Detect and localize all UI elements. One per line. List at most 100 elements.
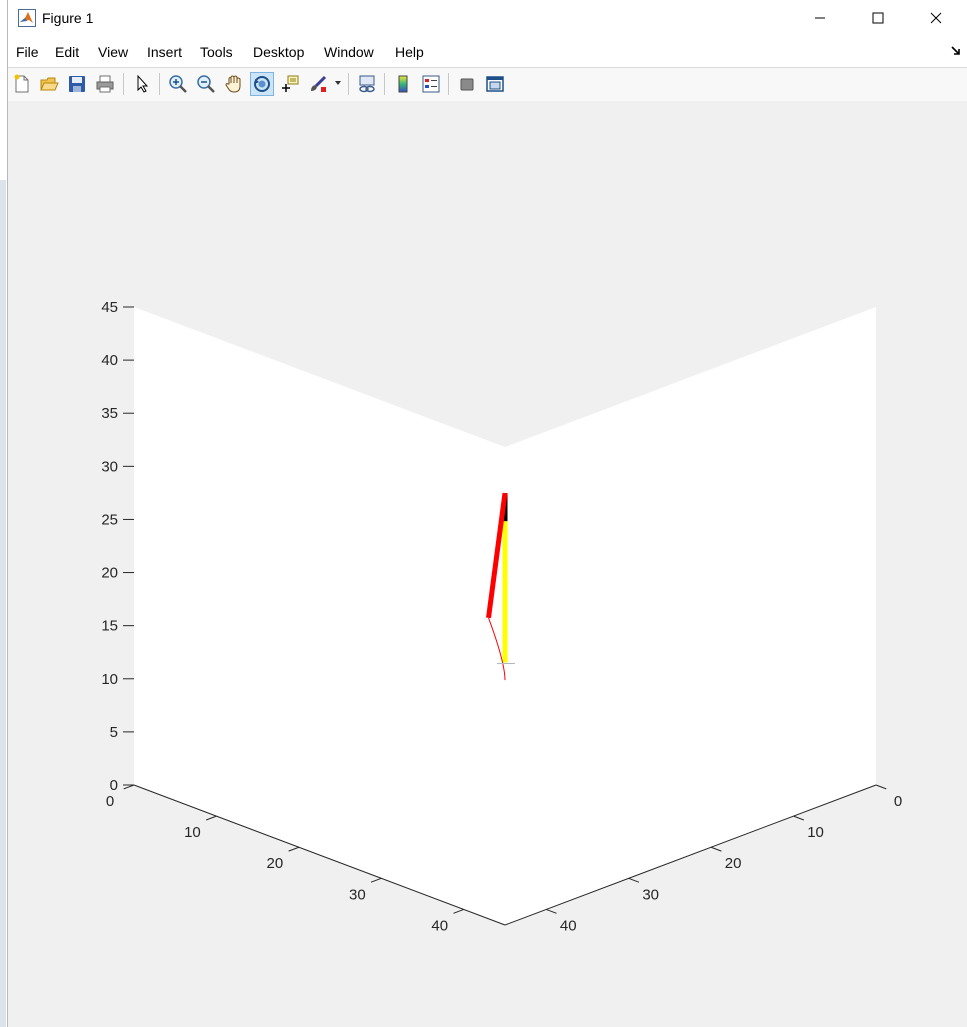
toolbar xyxy=(8,67,967,102)
new-figure-button[interactable] xyxy=(10,72,34,96)
zoom-in-icon xyxy=(169,75,187,93)
x-tick xyxy=(288,846,300,852)
z-tick-label: 40 xyxy=(101,352,118,369)
y-tick-label: 20 xyxy=(725,855,742,872)
y-tick xyxy=(628,877,640,883)
background-window-edge xyxy=(0,0,8,1027)
zoom-out-icon xyxy=(197,75,215,93)
link-plot-icon xyxy=(359,75,375,93)
y-axis-line xyxy=(504,784,877,926)
show-plot-tools-icon xyxy=(486,76,504,92)
toolbar-separator xyxy=(159,73,160,95)
title-bar: Figure 1 xyxy=(8,0,967,36)
menu-window[interactable]: Window xyxy=(324,44,374,60)
menu-insert[interactable]: Insert xyxy=(147,44,183,60)
save-icon xyxy=(69,76,85,92)
brush-button[interactable] xyxy=(306,72,330,96)
zoom-in-button[interactable] xyxy=(166,72,190,96)
link-plot-button[interactable] xyxy=(355,72,379,96)
legend-button[interactable] xyxy=(419,72,443,96)
close-button[interactable] xyxy=(907,0,965,36)
pan-icon xyxy=(225,75,241,93)
matlab-icon xyxy=(18,9,36,27)
brush-dropdown-icon[interactable] xyxy=(335,81,341,85)
y-tick-label: 40 xyxy=(560,917,577,934)
z-tick-label: 45 xyxy=(101,299,118,316)
legend-icon xyxy=(422,75,440,93)
toolbar-separator xyxy=(448,73,449,95)
data-cursor-icon xyxy=(282,75,299,92)
window-title: Figure 1 xyxy=(42,10,94,26)
y-tick-label: 30 xyxy=(642,886,659,903)
trajectory-curve xyxy=(488,617,506,681)
maximize-button[interactable] xyxy=(849,0,907,36)
z-tick-label: 15 xyxy=(101,618,118,635)
brush-icon xyxy=(311,75,327,92)
z-tick-label: 30 xyxy=(101,458,118,475)
menu-file[interactable]: File xyxy=(16,44,39,60)
x-tick-label: 20 xyxy=(267,855,284,872)
edit-plot-icon xyxy=(137,74,149,93)
zoom-out-button[interactable] xyxy=(194,72,218,96)
x-tick xyxy=(453,908,464,914)
maximize-icon xyxy=(872,12,884,24)
y-tick xyxy=(793,815,805,821)
x-tick-label: 10 xyxy=(184,824,201,841)
background-window-strip xyxy=(0,180,6,1027)
toolbar-separator xyxy=(348,73,349,95)
menu-view[interactable]: View xyxy=(98,44,129,60)
x-axis-line xyxy=(133,784,506,926)
x-tick-label: 40 xyxy=(431,917,448,934)
colorbar-icon xyxy=(398,75,408,93)
menu-edit[interactable]: Edit xyxy=(55,44,80,60)
menu-tools[interactable]: Tools xyxy=(200,44,233,60)
axis-ticks: 0 5 10 15 20 25 30 35 40 45 0 10 20 30 40 0 10 20 30 40 xyxy=(101,299,902,934)
y-tick xyxy=(875,784,887,790)
print-button[interactable] xyxy=(93,72,117,96)
figure-canvas[interactable]: 0 5 10 15 20 25 30 35 40 45 0 10 20 30 40 0 10 20 30 40 xyxy=(8,101,967,1027)
close-icon xyxy=(930,12,942,24)
save-button[interactable] xyxy=(65,72,89,96)
data-cursor-button[interactable] xyxy=(278,72,302,96)
z-tick-label: 10 xyxy=(101,671,118,688)
minimize-icon xyxy=(815,17,825,19)
hide-plot-tools-button[interactable] xyxy=(455,72,479,96)
x-tick xyxy=(370,877,382,883)
print-icon xyxy=(96,75,114,93)
menu-desktop[interactable]: Desktop xyxy=(253,44,305,60)
toolbar-separator xyxy=(123,73,124,95)
dock-arrow-icon[interactable] xyxy=(950,45,962,57)
toolbar-separator xyxy=(384,73,385,95)
y-tick xyxy=(546,908,557,914)
show-plot-tools-button[interactable] xyxy=(483,72,507,96)
z-tick-label: 0 xyxy=(110,777,118,794)
hide-plot-tools-icon xyxy=(460,78,474,91)
pan-button[interactable] xyxy=(222,72,246,96)
plot-lines xyxy=(486,492,515,681)
y-tick-label: 0 xyxy=(894,793,902,810)
rotate-3d-icon xyxy=(254,76,270,92)
y-tick xyxy=(710,846,722,852)
menu-bar: File Edit View Insert Tools Desktop Wind… xyxy=(8,36,967,67)
rotate-3d-button[interactable] xyxy=(250,72,274,96)
x-tick-label: 30 xyxy=(349,886,366,903)
y-tick-label: 10 xyxy=(807,824,824,841)
z-tick-label: 5 xyxy=(110,724,118,741)
open-file-icon xyxy=(40,77,59,91)
colorbar-button[interactable] xyxy=(391,72,415,96)
axes-lines xyxy=(133,784,877,926)
z-tick-label: 35 xyxy=(101,405,118,422)
open-file-button[interactable] xyxy=(37,72,61,96)
x-tick xyxy=(205,815,217,821)
z-tick-label: 25 xyxy=(101,511,118,528)
x-tick xyxy=(123,784,135,790)
x-tick-label: 0 xyxy=(106,793,114,810)
menu-help[interactable]: Help xyxy=(395,44,424,60)
new-figure-icon xyxy=(14,74,29,93)
edit-plot-button[interactable] xyxy=(130,72,154,96)
arm-link-2 xyxy=(486,492,508,619)
minimize-button[interactable] xyxy=(791,0,849,36)
z-tick-label: 20 xyxy=(101,565,118,582)
